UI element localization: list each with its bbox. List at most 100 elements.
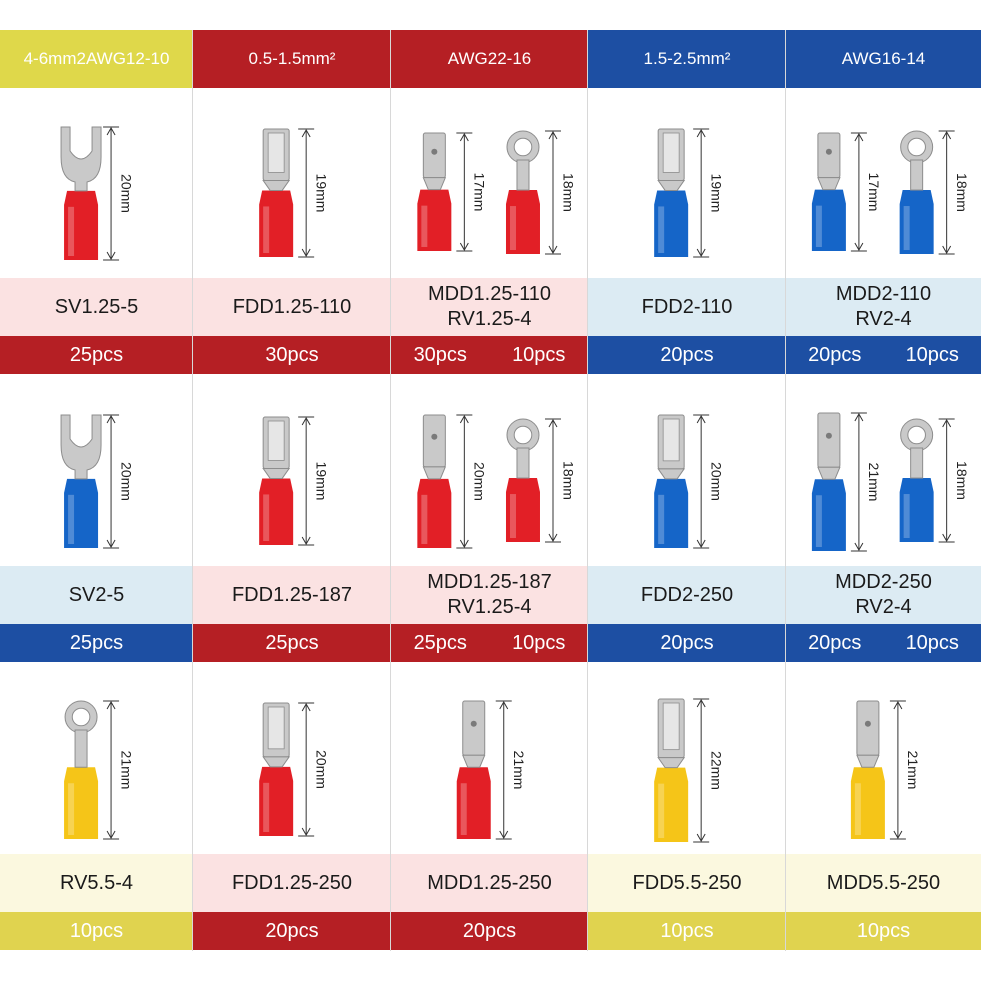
product-image: 17mm 18mm bbox=[786, 88, 981, 278]
sleeve bbox=[505, 478, 540, 542]
dimension-label: 18mm bbox=[954, 461, 970, 500]
dimension-label: 21mm bbox=[905, 751, 921, 790]
part-number-label: MDD1.25-250 bbox=[391, 854, 588, 912]
sleeve bbox=[654, 767, 689, 842]
sleeve bbox=[654, 190, 689, 257]
ring-terminal-icon bbox=[899, 418, 934, 542]
female-terminal-icon bbox=[259, 416, 294, 545]
dimension-label: 21mm bbox=[866, 463, 882, 502]
product-image: 20mm bbox=[0, 376, 193, 566]
dimension-arrow-icon: 21mm bbox=[889, 700, 921, 840]
dimension-label: 18mm bbox=[560, 461, 576, 500]
sleeve bbox=[64, 190, 99, 260]
dimension-arrow-icon: 22mm bbox=[693, 698, 724, 843]
dimension-arrow-icon: 18mm bbox=[544, 130, 576, 255]
female-terminal-icon bbox=[259, 702, 294, 836]
quantity-strip: 20pcs bbox=[391, 912, 588, 950]
dimension-label: 17mm bbox=[866, 173, 882, 212]
dimension-arrow-icon: 17mm bbox=[850, 132, 882, 252]
part-number: SV1.25-5 bbox=[54, 295, 139, 318]
quantity-count: 10pcs bbox=[905, 343, 959, 366]
part-number: MDD2-250 bbox=[835, 571, 932, 593]
product-image: 20mm 18mm bbox=[391, 376, 588, 566]
sleeve bbox=[64, 478, 99, 548]
male-terminal-icon bbox=[417, 132, 452, 251]
sleeve bbox=[417, 478, 452, 548]
dimension-arrow-icon: 19mm bbox=[298, 128, 329, 258]
part-number: RV1.25-4 bbox=[447, 308, 532, 330]
dimension-arrow-icon: 17mm bbox=[456, 132, 488, 252]
part-number-label: MDD5.5-250 bbox=[786, 854, 981, 912]
sleeve bbox=[850, 767, 885, 839]
part-number-label: FDD5.5-250 bbox=[588, 854, 786, 912]
dimension-label: 19mm bbox=[313, 462, 329, 501]
quantity-count: 10pcs bbox=[69, 919, 124, 942]
quantity-count: 25pcs bbox=[413, 631, 467, 654]
product-image: 21mm bbox=[391, 664, 588, 854]
male-terminal-icon bbox=[456, 700, 491, 839]
sleeve bbox=[259, 766, 294, 836]
sleeve bbox=[417, 189, 452, 251]
part-number: FDD2-250 bbox=[640, 583, 734, 606]
part-number-label: MDD2-250 RV2-4 bbox=[786, 566, 981, 624]
product-image: 21mm bbox=[0, 664, 193, 854]
dimension-arrow-icon: 18mm bbox=[938, 130, 970, 255]
dimension-label: 20mm bbox=[118, 174, 134, 213]
sleeve bbox=[811, 189, 846, 251]
dimension-label: 19mm bbox=[313, 174, 329, 213]
dimension-arrow-icon: 21mm bbox=[495, 700, 527, 840]
female-terminal-icon bbox=[654, 128, 689, 257]
column-divider bbox=[192, 30, 193, 951]
quantity-strip: 30pcs bbox=[193, 336, 391, 374]
quantity-count: 10pcs bbox=[660, 919, 714, 942]
product-image: 17mm 18mm bbox=[391, 88, 588, 278]
quantity-strip: 20pcs 10pcs bbox=[786, 624, 981, 662]
male-terminal-icon bbox=[850, 700, 885, 839]
dimension-arrow-icon: 20mm bbox=[298, 702, 329, 837]
part-number: FDD2-110 bbox=[641, 295, 733, 318]
product-image: 20mm bbox=[0, 88, 193, 278]
dimension-arrow-icon: 20mm bbox=[693, 414, 724, 549]
quantity-count: 25pcs bbox=[69, 343, 124, 366]
part-number: FDD1.25-110 bbox=[232, 295, 352, 318]
dimension-label: 20mm bbox=[313, 750, 329, 789]
sleeve bbox=[505, 190, 540, 254]
quantity-strip: 20pcs bbox=[588, 336, 786, 374]
female-terminal-icon bbox=[654, 698, 689, 842]
product-image: 20mm bbox=[588, 376, 786, 566]
dimension-arrow-icon: 21mm bbox=[103, 700, 134, 840]
ring-terminal-icon bbox=[505, 418, 540, 542]
dimension-label: 22mm bbox=[708, 751, 724, 790]
product-image: 19mm bbox=[588, 88, 786, 278]
fork-terminal-icon bbox=[60, 126, 102, 260]
sleeve bbox=[899, 190, 934, 254]
part-number-label: MDD1.25-110 RV1.25-4 bbox=[391, 278, 588, 336]
sleeve bbox=[64, 767, 99, 839]
part-number: MDD2-110 bbox=[835, 283, 932, 305]
sleeve bbox=[899, 478, 934, 542]
part-number-label: MDD2-110 RV2-4 bbox=[786, 278, 981, 336]
sleeve bbox=[456, 767, 491, 839]
part-number-label: SV2-5 bbox=[0, 566, 193, 624]
quantity-strip: 25pcs bbox=[0, 336, 193, 374]
part-number-label: FDD1.25-110 bbox=[193, 278, 391, 336]
part-number-label: SV1.25-5 bbox=[0, 278, 193, 336]
dimension-label: 17mm bbox=[472, 173, 488, 212]
product-image: 22mm bbox=[588, 664, 786, 854]
quantity-strip: 10pcs bbox=[588, 912, 786, 950]
part-number-label: FDD2-110 bbox=[588, 278, 786, 336]
quantity-count: 10pcs bbox=[512, 343, 566, 366]
quantity-count: 20pcs bbox=[660, 343, 714, 366]
product-image: 21mm 18mm bbox=[786, 376, 981, 566]
ring-terminal-icon bbox=[899, 130, 934, 254]
quantity-strip: 20pcs bbox=[193, 912, 391, 950]
female-terminal-icon bbox=[259, 128, 294, 257]
part-number-label: FDD1.25-250 bbox=[193, 854, 391, 912]
quantity-count: 20pcs bbox=[660, 631, 714, 654]
dimension-arrow-icon: 20mm bbox=[456, 414, 488, 549]
dimension-label: 20mm bbox=[708, 462, 724, 501]
part-number: FDD1.25-187 bbox=[231, 583, 353, 606]
quantity-count: 20pcs bbox=[808, 631, 862, 654]
part-number: SV2-5 bbox=[68, 583, 125, 606]
sleeve bbox=[259, 190, 294, 257]
